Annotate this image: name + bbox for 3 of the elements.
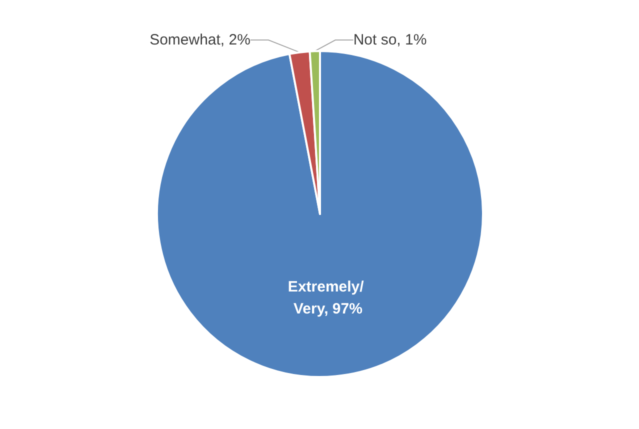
slice-label: Extremely/ Very, 97% xyxy=(288,278,368,318)
slice-label: Not so, 1% xyxy=(353,32,427,48)
slice-label: Somewhat, 2% xyxy=(150,32,250,48)
